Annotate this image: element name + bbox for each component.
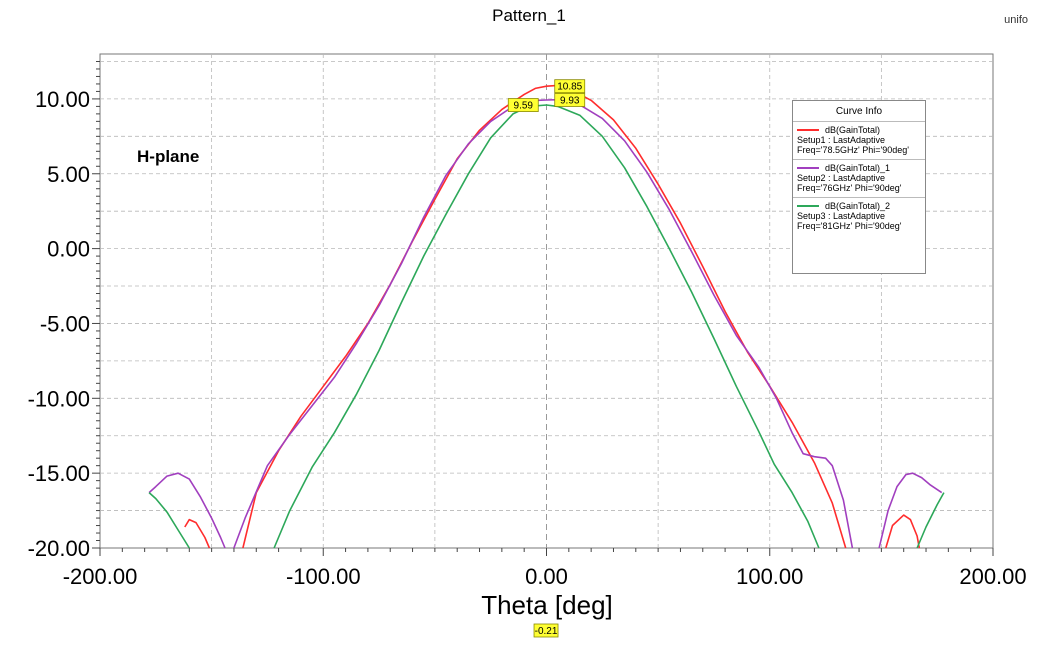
x-marker-box: [533, 623, 559, 638]
x-tick-label: -200.00: [63, 564, 138, 589]
axes: 10.00 5.00 0.00 -5.00 -10.00 -15.00 -20.00 -200…: [28, 60, 1027, 589]
legend-setup: Setup3 : LastAdaptive: [797, 211, 886, 221]
series-line-dB(GainTotal)_2: [273, 104, 820, 549]
marker-purple-peak-box: [554, 93, 586, 107]
y-tick-label: -10.00: [28, 386, 90, 411]
y-tick-label: -5.00: [40, 311, 90, 336]
legend-freq: Freq='81GHz' Phi='90deg': [797, 221, 902, 231]
legend-swatch-green: [797, 205, 819, 207]
legend-item: dB(GainTotal)_2 Setup3 : LastAdaptive Fr…: [793, 198, 925, 235]
marker-red-peak-label: 10.85: [557, 82, 582, 93]
chart-title: Pattern_1: [492, 6, 566, 25]
marker-purple-peak-label: 9.93: [560, 95, 580, 106]
x-axis-title: Theta [deg]: [481, 590, 613, 620]
corner-label: unifo: [1004, 14, 1028, 26]
x-marker-label: -0.21: [535, 626, 558, 637]
marker-red-peak-box: [554, 79, 586, 94]
legend-setup: Setup2 : LastAdaptive: [797, 173, 886, 183]
marker-green-peak-box: [507, 98, 539, 112]
series-line-dB(GainTotal)_2: [148, 492, 190, 549]
x-tick-label: -100.00: [286, 564, 361, 589]
legend-item: dB(GainTotal)_1 Setup2 : LastAdaptive Fr…: [793, 160, 925, 198]
legend-title: Curve Info: [793, 101, 925, 122]
legend-series-name: dB(GainTotal): [825, 125, 881, 135]
legend-swatch-purple: [797, 167, 819, 169]
y-tick-label: 10.00: [35, 87, 90, 112]
h-plane-annotation: H-plane: [137, 147, 199, 166]
markers: 10.85 9.93 9.59 -0.21: [507, 79, 586, 638]
y-tick-label: -15.00: [28, 461, 90, 486]
legend-box: Curve Info dB(GainTotal) Setup1 : LastAd…: [792, 100, 926, 274]
y-tick-label: -20.00: [28, 536, 90, 561]
legend-series-name: dB(GainTotal)_1: [825, 163, 891, 173]
legend-freq: Freq='76GHz' Phi='90deg': [797, 183, 902, 193]
x-tick-label: 200.00: [959, 564, 1026, 589]
series-line-dB(GainTotal)_1: [878, 472, 943, 549]
y-tick-label: 0.00: [47, 237, 90, 262]
series-line-dB(GainTotal)_2: [916, 492, 945, 549]
series-line-dB(GainTotal)_1: [148, 472, 226, 549]
legend-swatch-red: [797, 129, 819, 131]
marker-green-peak-label: 9.59: [514, 101, 534, 112]
x-tick-label: 100.00: [736, 564, 803, 589]
legend-setup: Setup1 : LastAdaptive: [797, 135, 886, 145]
series-line-dB(GainTotal): [885, 514, 921, 549]
x-tick-label: 0.00: [525, 564, 568, 589]
legend-freq: Freq='78.5GHz' Phi='90deg': [797, 145, 909, 155]
y-tick-label: 5.00: [47, 162, 90, 187]
series-line-dB(GainTotal): [184, 518, 211, 549]
legend-item: dB(GainTotal) Setup1 : LastAdaptive Freq…: [793, 122, 925, 160]
legend-series-name: dB(GainTotal)_2: [825, 201, 891, 211]
